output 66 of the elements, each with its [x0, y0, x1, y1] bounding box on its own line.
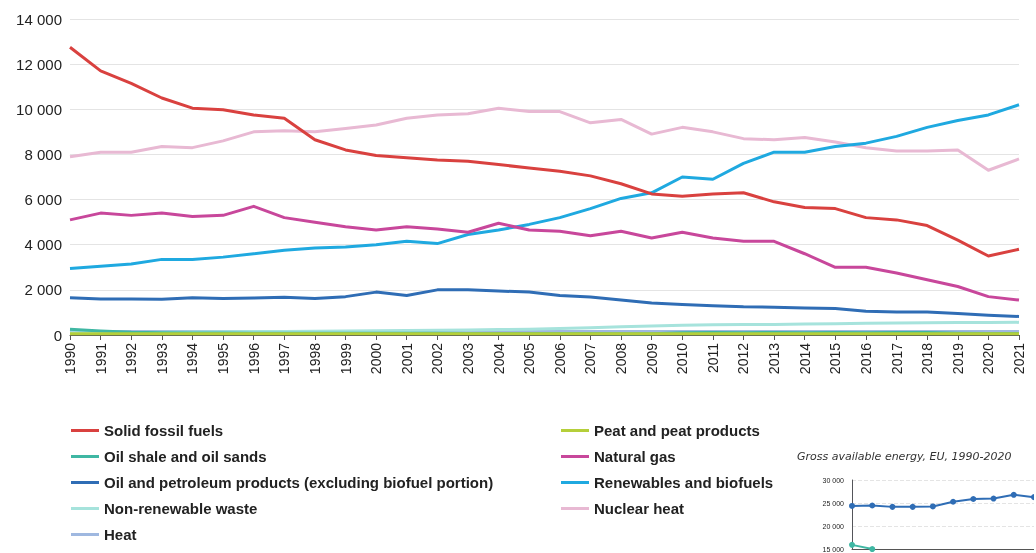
point: [889, 503, 896, 510]
x-tick-label: 2021: [1011, 342, 1027, 375]
legend-label: Peat and peat products: [594, 422, 760, 439]
x-tick-label: 1998: [306, 342, 323, 375]
x-tick-label: 2018: [919, 342, 936, 375]
x-tick-label: 2004: [490, 342, 507, 375]
y-tick-label: 8 000: [24, 145, 62, 163]
line-series: [68, 45, 1021, 258]
y-tick-label: 6 000: [24, 191, 62, 209]
y-tick-label: 12 000: [16, 55, 62, 73]
x-tick-label: 1994: [184, 342, 201, 375]
x-tick-label: 1995: [215, 342, 232, 375]
x-tick-label: 2007: [582, 342, 599, 375]
chart-title: Gross available energy, EU, 1990-2020: [797, 450, 1012, 463]
point: [929, 503, 936, 510]
line-series: [68, 204, 1021, 302]
x-tick-label: 2016: [857, 342, 874, 375]
legend-label: Heat: [104, 526, 137, 543]
x-tick-label: 2003: [459, 342, 476, 375]
x-tick-label: 1992: [123, 342, 140, 375]
line-series: [68, 106, 1021, 172]
x-tick-label: 2012: [735, 342, 752, 375]
x-tick-label: 2008: [613, 342, 630, 375]
legend-label: Non-renewable waste: [104, 500, 258, 517]
legend-label: Renewables and biofuels: [594, 474, 774, 491]
y-tick-label: 2 000: [24, 281, 62, 299]
x-tick-label: 1990: [62, 342, 78, 375]
x-tick-label: 1991: [92, 342, 109, 375]
point: [950, 498, 957, 505]
x-tick-label: 2017: [888, 342, 905, 375]
x-tick-label: 1996: [245, 342, 262, 375]
x-tick-label: 2015: [827, 342, 844, 375]
point: [849, 541, 855, 548]
point: [990, 495, 997, 502]
point: [1010, 491, 1017, 498]
legend-label: Nuclear heat: [594, 500, 685, 517]
point: [970, 496, 977, 502]
point: [869, 546, 876, 553]
point: [869, 502, 876, 509]
y-tick-label: 4 000: [24, 236, 62, 254]
legend-label: Natural gas: [594, 448, 676, 465]
point: [849, 502, 855, 509]
legend-label: Solid fossil fuels: [104, 422, 224, 439]
x-tick-label: 2010: [674, 342, 691, 375]
x-tick-label: 2013: [766, 342, 783, 375]
x-tick-label: 2009: [643, 342, 660, 375]
x-tick-label: 2000: [368, 342, 385, 375]
line-series: [68, 288, 1021, 318]
x-tick-label: 1999: [337, 342, 354, 375]
x-tick-label: 2002: [429, 342, 446, 375]
y-tick-label: 0: [53, 326, 62, 344]
x-tick-label: 2019: [949, 342, 966, 375]
line-series: [68, 103, 1021, 270]
x-tick-label: 2011: [704, 342, 721, 374]
x-tick-label: 1993: [153, 342, 170, 375]
x-tick-label: 2001: [398, 342, 415, 375]
y-tick-label: 10 000: [16, 100, 62, 118]
legend-label: Oil shale and oil sands: [104, 448, 267, 465]
x-tick-label: 1997: [276, 342, 293, 375]
legend-label: Oil and petroleum products (excluding biofuel portion): [104, 474, 494, 491]
x-tick-label: 2005: [521, 342, 538, 375]
x-tick-label: 2020: [980, 342, 997, 375]
x-tick-label: 2006: [551, 342, 568, 375]
y-tick-label: 14 000: [16, 10, 62, 28]
x-tick-label: 2014: [796, 342, 813, 375]
point: [909, 503, 916, 510]
